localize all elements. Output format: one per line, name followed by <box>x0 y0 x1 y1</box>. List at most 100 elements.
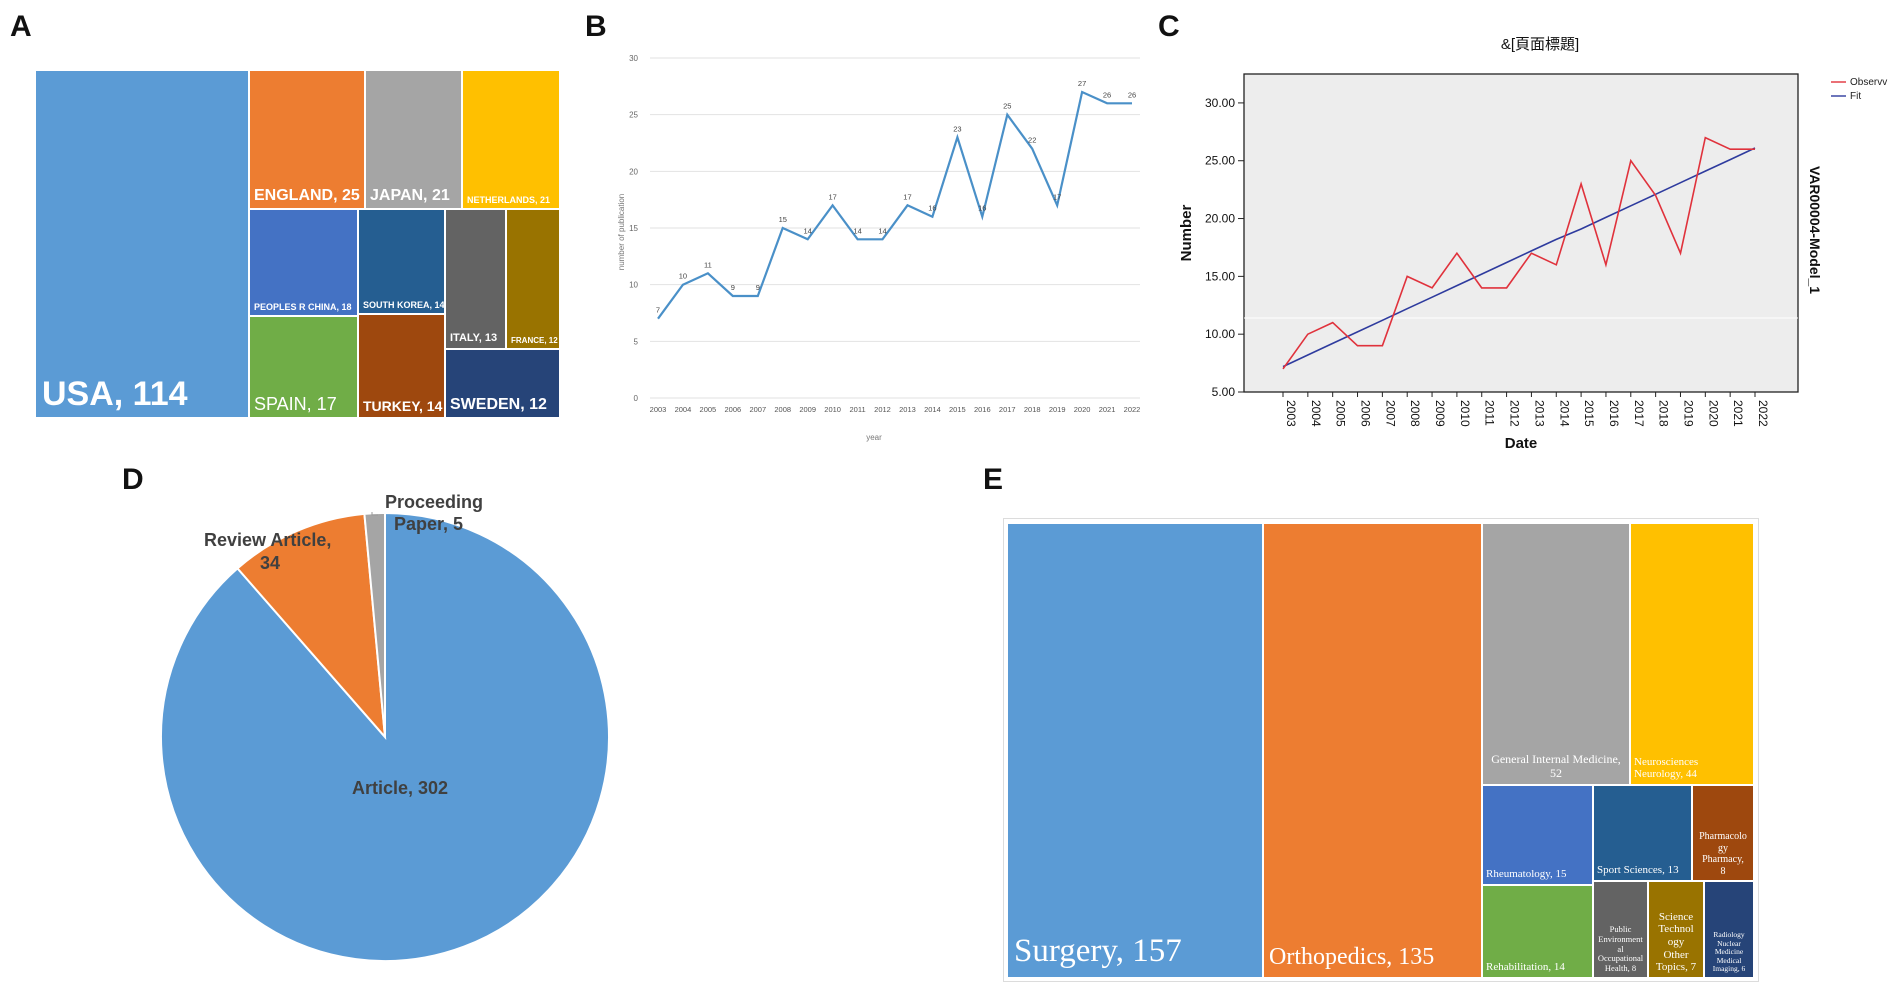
b-data-label: 22 <box>1028 136 1036 145</box>
b-x-tick: 2010 <box>824 405 841 414</box>
c-x-tick: 2017 <box>1632 400 1646 427</box>
c-x-tick: 2005 <box>1334 400 1348 427</box>
treemap-e-label-line: Rehabilitation, 14 <box>1486 961 1565 974</box>
c-right-label: VAR00004-Model_1 <box>1807 166 1823 294</box>
b-y-tick: 10 <box>629 281 638 290</box>
treemap-e-label-line: Rheumatology, 15 <box>1486 868 1567 881</box>
b-data-label: 23 <box>953 124 961 133</box>
treemap-e-label: Orthopedics, 135 <box>1269 944 1434 972</box>
treemap-e-label-line: Technol <box>1658 923 1694 936</box>
treemap-e-cell: Neurosciences Neurology, 44 <box>1630 523 1754 785</box>
treemap-e-cell: Rehabilitation, 14 <box>1482 885 1593 978</box>
b-x-tick: 2004 <box>675 405 692 414</box>
treemap-e-cell: Radiology Nuclear Medicine Medical Imaging, … <box>1704 881 1754 978</box>
treemap-a-cell: USA, 114 <box>35 70 249 418</box>
treemap-e-label-line: Orthopedics, 135 <box>1269 944 1435 971</box>
document-type-pie: Article, 302 Review Article, 34 Proceedi… <box>160 492 610 962</box>
treemap-e-label-line: 8 <box>1720 865 1726 877</box>
c-x-axis-label: Date <box>1505 435 1538 452</box>
c-y-tick: 5.00 <box>1212 385 1236 399</box>
panel-label-c: C <box>1158 10 1180 43</box>
treemap-e-label-line: Other <box>1663 948 1689 961</box>
treemap-e-label-line: Sport Sciences, 13 <box>1597 864 1679 877</box>
c-x-tick: 2004 <box>1309 400 1323 427</box>
b-y-tick: 0 <box>634 394 639 403</box>
c-x-tick: 2015 <box>1582 400 1596 427</box>
b-x-tick: 2017 <box>999 405 1016 414</box>
b-data-label: 16 <box>978 204 986 213</box>
c-x-tick: 2018 <box>1657 400 1671 427</box>
c-x-tick: 2016 <box>1607 400 1621 427</box>
treemap-a-label: SWEDEN, 12 <box>450 396 547 414</box>
d-label-proceeding-count: Paper, 5 <box>394 514 463 534</box>
treemap-a-label: FRANCE, 12 <box>511 335 558 345</box>
b-x-tick: 2015 <box>949 405 966 414</box>
panel-label-e: E <box>983 463 1004 496</box>
treemap-e-label: Sport Sciences, 13 <box>1597 864 1679 877</box>
treemap-e-cell: Sport Sciences, 13 <box>1593 785 1692 881</box>
b-data-label: 11 <box>704 260 712 269</box>
research-area-treemap-frame <box>1003 518 1759 982</box>
b-data-label: 26 <box>1103 90 1111 99</box>
treemap-a-cell: FRANCE, 12 <box>506 209 560 349</box>
c-x-tick: 2011 <box>1483 400 1497 426</box>
treemap-a-cell: SOUTH KOREA, 14 <box>358 209 445 314</box>
b-data-label: 10 <box>679 272 687 281</box>
b-x-tick: 2013 <box>899 405 916 414</box>
treemap-e-label: Pharmacolo gy Pharmacy, 8 <box>1695 831 1751 877</box>
treemap-e-label-line: Health, 8 <box>1604 963 1637 974</box>
treemap-a-label: JAPAN, 21 <box>370 187 450 205</box>
c-x-tick: 2010 <box>1458 400 1472 427</box>
treemap-e-label-line: Public <box>1609 924 1632 935</box>
panel-label-b: B <box>585 10 607 43</box>
treemap-e-label-line: ogy <box>1667 936 1685 949</box>
treemap-a-label: SOUTH KOREA, 14 <box>363 299 445 310</box>
treemap-e-label: General Internal Medicine, 52 <box>1485 753 1627 781</box>
treemap-a-label: SPAIN, 17 <box>254 394 337 415</box>
treemap-a-cell: PEOPLES R CHINA, 18 <box>249 209 358 316</box>
treemap-e-label-line: Radiology <box>1713 929 1745 939</box>
d-label-proceeding: Proceeding <box>385 492 483 512</box>
treemap-a-cell: TURKEY, 14 <box>358 314 445 418</box>
c-legend-fit: Fit <box>1850 91 1861 102</box>
treemap-a-cell: ENGLAND, 25 <box>249 70 365 209</box>
b-data-label: 7 <box>656 306 660 315</box>
b-x-tick: 2022 <box>1124 405 1140 414</box>
b-x-tick: 2007 <box>749 405 766 414</box>
treemap-e-label-line: Medical <box>1716 955 1742 965</box>
b-x-tick: 2014 <box>924 405 941 414</box>
treemap-e-label-line: al <box>1617 943 1624 954</box>
treemap-e-cell: Rheumatology, 15 <box>1482 785 1593 885</box>
treemap-e-label-line: Topics, 7 <box>1655 961 1697 974</box>
b-data-label: 15 <box>779 215 787 224</box>
c-x-tick: 2022 <box>1756 400 1770 427</box>
b-data-label: 14 <box>853 226 861 235</box>
b-x-tick: 2008 <box>774 405 791 414</box>
b-y-tick: 25 <box>629 111 638 120</box>
b-data-label: 17 <box>828 192 836 201</box>
treemap-a-label: ITALY, 13 <box>450 332 498 345</box>
b-x-tick: 2016 <box>974 405 991 414</box>
c-x-tick: 2003 <box>1284 400 1298 427</box>
c-x-tick: 2013 <box>1532 400 1546 427</box>
c-y-tick: 20.00 <box>1205 212 1235 226</box>
c-x-tick: 2006 <box>1359 400 1373 427</box>
b-x-tick: 2003 <box>650 405 667 414</box>
c-x-tick: 2012 <box>1508 400 1522 427</box>
treemap-a-cell: JAPAN, 21 <box>365 70 462 209</box>
model-fit-chart: &[頁面標題] 5.00 10.00 15.00 20.00 25.00 30.00 20… <box>1178 36 1887 452</box>
treemap-e-label-line: Pharmacolo <box>1699 831 1747 842</box>
d-label-article: Article, 302 <box>352 778 448 798</box>
treemap-e-label: Neurosciences Neurology, 44 <box>1634 756 1698 781</box>
treemap-a-label: PEOPLES R CHINA, 18 <box>254 301 352 312</box>
treemap-e-label: Rheumatology, 15 <box>1486 868 1567 881</box>
b-x-tick: 2019 <box>1049 405 1066 414</box>
d-pie-slice <box>160 511 610 962</box>
c-plot-area <box>1243 73 1799 393</box>
c-observed-line <box>1282 136 1755 370</box>
b-y-tick: 5 <box>634 337 639 346</box>
b-x-tick: 2021 <box>1099 405 1116 414</box>
b-y-tick: 20 <box>629 167 638 176</box>
b-x-tick: 2009 <box>799 405 816 414</box>
treemap-e-cell: Public Environment al Occupational Health, 8 <box>1593 881 1648 978</box>
